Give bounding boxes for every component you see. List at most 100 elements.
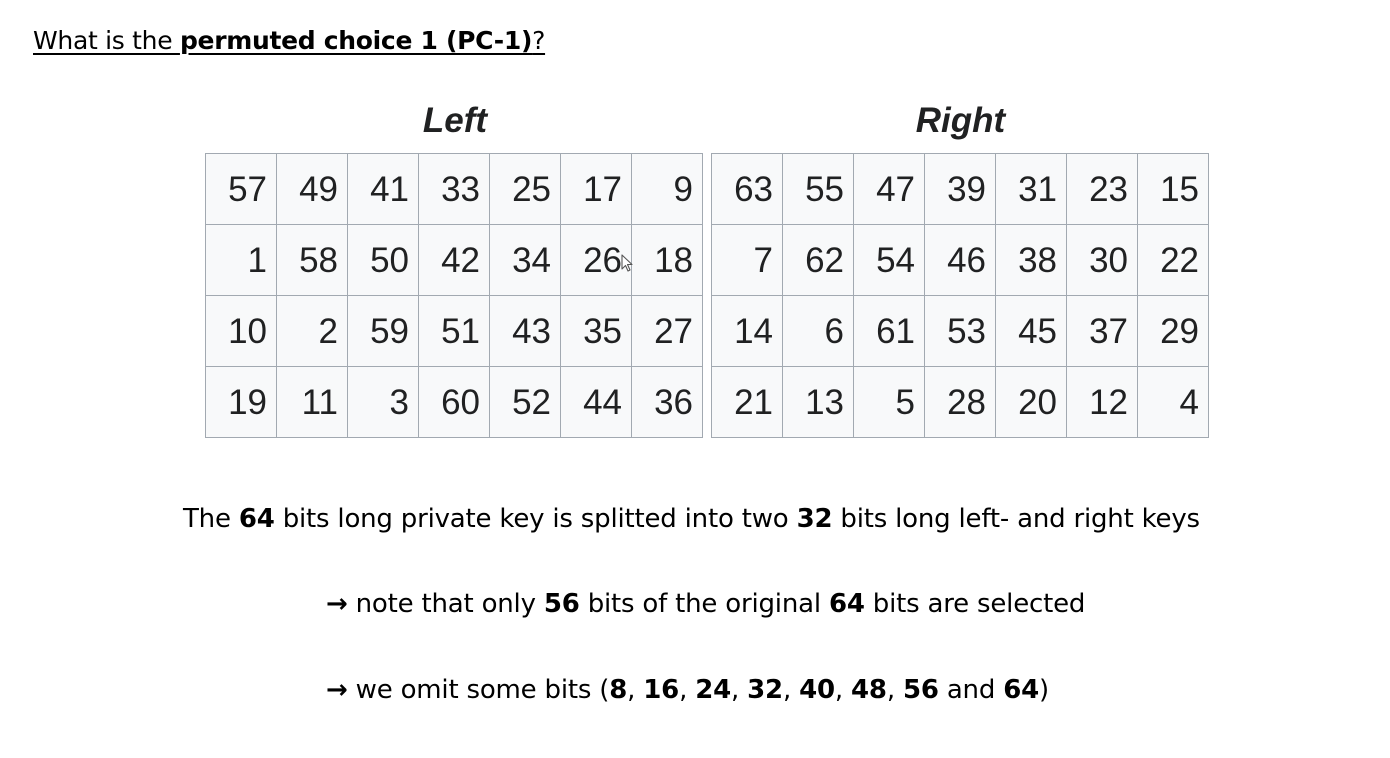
text-run: we omit some bits ( (347, 675, 610, 705)
bold-number: 64 (238, 504, 275, 534)
selected-bits-note: → note that only 56 bits of the original… (326, 589, 1085, 619)
table-cell: 3 (347, 366, 419, 438)
text-run: bits long left- and right keys (832, 504, 1200, 534)
text-run: bits are selected (864, 589, 1086, 619)
bold-number: 32 (747, 675, 783, 705)
table-cell: 58 (276, 224, 348, 296)
right-table-caption: Right (915, 101, 1006, 140)
table-cell: 57 (205, 153, 277, 225)
table-cell: 1 (205, 224, 277, 296)
table-cell: 26 (560, 224, 632, 296)
left-permutation-table: 57 49 41 33 25 17 9 1 58 50 42 34 26 18 … (205, 153, 703, 438)
table-cell: 61 (853, 295, 925, 367)
table-cell: 12 (1066, 366, 1138, 438)
table-cell: 33 (418, 153, 490, 225)
table-cell: 35 (560, 295, 632, 367)
text-run: bits long private key is splitted into t… (274, 504, 797, 534)
table-cell: 7 (711, 224, 783, 296)
text-run: note that only (347, 589, 544, 619)
key-split-paragraph: The 64 bits long private key is splitted… (183, 504, 1200, 534)
table-cell: 47 (853, 153, 925, 225)
table-cell: 50 (347, 224, 419, 296)
table-cell: 62 (782, 224, 854, 296)
page-title: What is the permuted choice 1 (PC-1)? (33, 26, 545, 55)
right-permutation-table: 63 55 47 39 31 23 15 7 62 54 46 38 30 22… (711, 153, 1209, 438)
table-cell: 17 (560, 153, 632, 225)
left-table-caption: Left (422, 101, 488, 140)
table-cell: 19 (205, 366, 277, 438)
table-cell: 45 (995, 295, 1067, 367)
table-cell: 28 (924, 366, 996, 438)
table-row: 19 11 3 60 52 44 36 (205, 366, 703, 438)
table-cell: 49 (276, 153, 348, 225)
separator: , (782, 675, 800, 705)
table-cell: 53 (924, 295, 996, 367)
table-cell: 29 (1137, 295, 1209, 367)
separator: , (679, 675, 696, 705)
table-cell: 23 (1066, 153, 1138, 225)
table-cell: 34 (489, 224, 561, 296)
right-arrow-icon: → (326, 675, 348, 705)
table-cell: 9 (631, 153, 703, 225)
table-cell: 59 (347, 295, 419, 367)
table-row: 7 62 54 46 38 30 22 (711, 224, 1209, 296)
table-cell: 36 (631, 366, 703, 438)
table-cell: 27 (631, 295, 703, 367)
text-run: The (183, 504, 239, 534)
table-cell: 11 (276, 366, 348, 438)
table-cell: 30 (1066, 224, 1138, 296)
table-cell: 37 (1066, 295, 1138, 367)
table-cell: 55 (782, 153, 854, 225)
right-arrow-icon: → (326, 589, 348, 619)
table-cell: 42 (418, 224, 490, 296)
bold-number: 32 (796, 504, 833, 534)
table-cell: 44 (560, 366, 632, 438)
table-cell: 4 (1137, 366, 1209, 438)
table-cell: 18 (631, 224, 703, 296)
separator: , (834, 675, 852, 705)
table-cell: 13 (782, 366, 854, 438)
table-cell: 63 (711, 153, 783, 225)
table-cell: 38 (995, 224, 1067, 296)
table-row: 63 55 47 39 31 23 15 (711, 153, 1209, 225)
table-cell: 52 (489, 366, 561, 438)
table-cell: 31 (995, 153, 1067, 225)
table-row: 14 6 61 53 45 37 29 (711, 295, 1209, 367)
table-cell: 10 (205, 295, 277, 367)
table-cell: 2 (276, 295, 348, 367)
title-suffix: ? (532, 26, 546, 55)
table-cell: 39 (924, 153, 996, 225)
table-cell: 20 (995, 366, 1067, 438)
table-cell: 43 (489, 295, 561, 367)
mouse-cursor-icon (621, 254, 633, 272)
title-prefix: What is the (33, 26, 180, 55)
text-run: ) (1039, 675, 1049, 705)
table-row: 21 13 5 28 20 12 4 (711, 366, 1209, 438)
bold-number: 56 (543, 589, 580, 619)
bold-number: 40 (799, 675, 835, 705)
table-cell: 46 (924, 224, 996, 296)
bold-number: 24 (695, 675, 731, 705)
separator: , (627, 675, 644, 705)
table-cell: 6 (782, 295, 854, 367)
omitted-bits-note: → we omit some bits (8, 16, 24, 32, 40, … (326, 675, 1049, 705)
table-row: 57 49 41 33 25 17 9 (205, 153, 703, 225)
separator: , (731, 675, 748, 705)
table-cell: 60 (418, 366, 490, 438)
table-cell: 15 (1137, 153, 1209, 225)
bold-number: 48 (851, 675, 887, 705)
table-row: 10 2 59 51 43 35 27 (205, 295, 703, 367)
bold-number: 64 (1003, 675, 1039, 705)
table-cell: 5 (853, 366, 925, 438)
bold-number: 16 (643, 675, 680, 705)
bold-number: 56 (902, 675, 939, 705)
table-cell: 21 (711, 366, 783, 438)
table-cell: 14 (711, 295, 783, 367)
separator: , (886, 675, 903, 705)
table-cell: 25 (489, 153, 561, 225)
text-run: and (938, 675, 1004, 705)
table-row: 1 58 50 42 34 26 18 (205, 224, 703, 296)
table-cell: 41 (347, 153, 419, 225)
title-bold: permuted choice 1 (PC-1) (179, 26, 533, 55)
table-cell: 51 (418, 295, 490, 367)
